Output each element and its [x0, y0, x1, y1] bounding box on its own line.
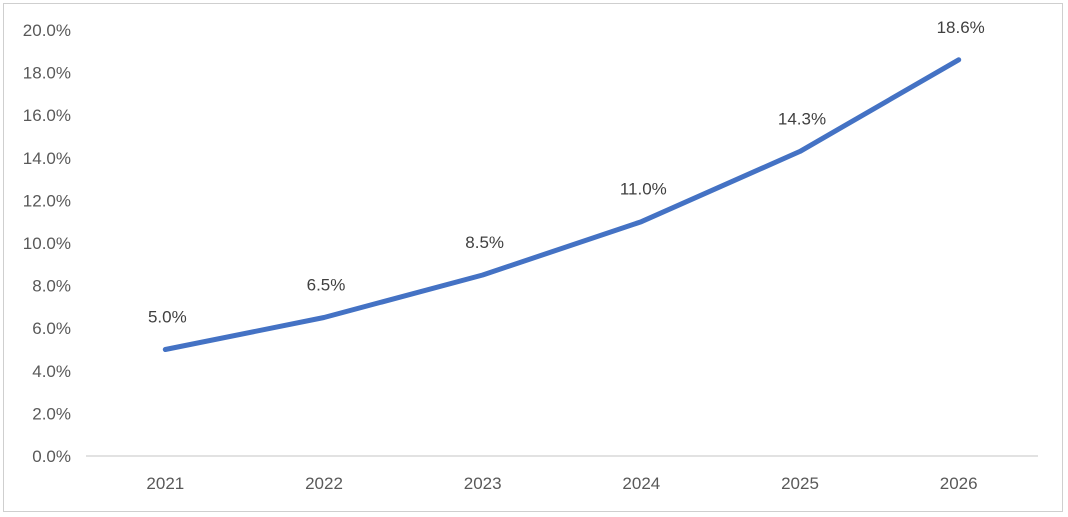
y-tick-label: 0.0% [32, 447, 71, 466]
y-tick-label: 2.0% [32, 404, 71, 423]
data-label: 11.0% [620, 180, 667, 199]
data-label: 5.0% [148, 308, 187, 327]
x-tick-label: 2022 [305, 474, 343, 493]
y-tick-label: 12.0% [23, 191, 71, 210]
y-tick-label: 4.0% [32, 362, 71, 381]
x-tick-label: 2021 [146, 474, 184, 493]
data-labels: 5.0% 6.5% 8.5% 11.0% 14.3% 18.6% [148, 18, 985, 327]
y-tick-label: 10.0% [23, 234, 71, 253]
x-tick-label: 2023 [464, 474, 502, 493]
data-label: 18.6% [937, 18, 985, 37]
x-tick-label: 2025 [781, 474, 819, 493]
y-tick-label: 20.0% [23, 21, 71, 40]
y-tick-label: 14.0% [23, 149, 71, 168]
x-axis-tick-labels: 2021 2022 2023 2024 2025 2026 [146, 474, 977, 493]
y-axis-tick-labels: 0.0% 2.0% 4.0% 6.0% 8.0% 10.0% 12.0% 14.0% 16.0%… [23, 21, 71, 466]
y-tick-label: 16.0% [23, 106, 71, 125]
x-tick-label: 2024 [622, 474, 660, 493]
data-label: 14.3% [778, 109, 826, 128]
y-tick-label: 8.0% [32, 277, 71, 296]
y-tick-label: 6.0% [32, 319, 71, 338]
x-tick-label: 2026 [940, 474, 978, 493]
series-line [162, 57, 962, 352]
data-label: 6.5% [307, 276, 346, 295]
data-label: 8.5% [465, 233, 504, 252]
y-tick-label: 18.0% [23, 64, 71, 83]
